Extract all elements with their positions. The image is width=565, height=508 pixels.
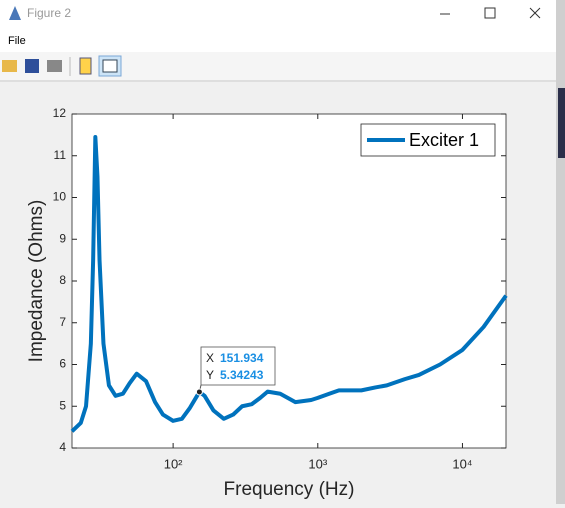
x-tick-label: 10⁴ [452,456,472,471]
open-button[interactable] [2,60,17,72]
app-icon [9,6,21,20]
x-tick-label: 10² [164,456,183,471]
y-tick-label: 6 [59,357,66,371]
line [70,134,508,433]
menu-bar [0,30,556,52]
y-tick-label: 10 [53,190,67,204]
legend-label: Exciter 1 [409,130,479,150]
colorbar-button[interactable] [79,57,92,75]
close-button[interactable] [529,7,541,19]
save-button[interactable] [25,59,39,73]
x-tick-label: 10³ [308,456,327,471]
y-tick-label: 11 [54,148,67,162]
desktop-edge [558,88,565,158]
y-tick-label: 4 [59,440,66,454]
datatip-x-value: 151.934 [220,351,264,365]
axes [71,113,507,449]
datatip-y-value: 5.34243 [220,368,264,382]
toolbar [0,52,556,80]
maximize-button[interactable] [484,7,496,19]
datatip-y-label: Y [206,368,214,382]
y-tick-label: 5 [59,398,66,412]
datatip-x-label: X [206,351,214,365]
title-bar [0,0,556,30]
y-axis-label: Impedance (Ohms) [26,200,47,363]
y-tick-label: 12 [53,106,67,120]
y-tick-label: 7 [59,315,66,329]
menu-item[interactable]: File [8,35,26,47]
x-axis-label: Frequency (Hz) [224,479,355,500]
datatip-marker [195,388,203,396]
y-tick-label: 9 [59,231,66,245]
datatip [200,346,276,386]
print-button[interactable] [47,60,62,72]
plot: 4 5 6 7 8 9 10 11 12 10² 10³ 10⁴ Frequency (Hz) Imped… [26,106,508,500]
window-title: Figure 2 [27,6,71,20]
legend-icon [102,59,118,73]
desktop-edge [556,0,565,504]
y-tick-label: 8 [59,273,66,287]
